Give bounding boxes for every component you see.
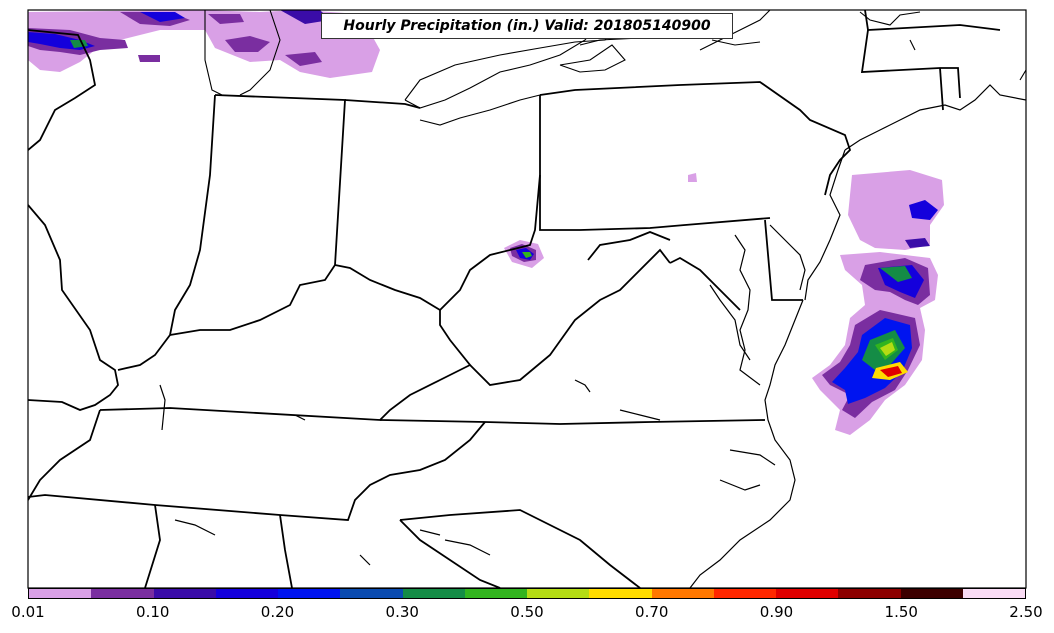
colorbar-segment <box>29 589 92 598</box>
colorbar-tick-label: 0.90 <box>759 603 794 621</box>
colorbar-tick-label: 2.50 <box>1009 603 1043 621</box>
colorbar-segment <box>91 589 154 598</box>
colorbar-segment <box>838 589 901 598</box>
colorbar-tick-label: 1.50 <box>884 603 918 621</box>
map-background <box>28 10 1026 588</box>
precip-blob-ohio-valley <box>504 240 544 268</box>
colorbar-segment <box>402 589 465 598</box>
colorbar-segment <box>215 589 278 598</box>
colorbar-segment <box>713 589 776 598</box>
east-coastline <box>159 84 1026 588</box>
colorbar-segment <box>153 589 216 598</box>
colorbar-tick-label: 0.20 <box>260 603 295 621</box>
state-borders <box>28 10 1001 588</box>
precip-northwest <box>28 10 380 78</box>
colorbar-segment <box>651 589 714 598</box>
colorbar-segment <box>527 589 590 598</box>
colorbar-tick-label: 0.30 <box>385 603 419 621</box>
colorbar-tick-label: 0.10 <box>136 603 170 621</box>
colorbar-segment <box>589 589 652 598</box>
precipitation-colorbar <box>28 588 1026 599</box>
colorbar-tick-label: 0.01 <box>11 603 45 621</box>
colorbar-tick-label: 0.50 <box>510 603 544 621</box>
colorbar-segment <box>776 589 839 598</box>
precip-band-offshore <box>688 170 944 435</box>
colorbar-segment <box>340 589 403 598</box>
colorbar-segment <box>464 589 527 598</box>
map-title: Hourly Precipitation (in.) Valid: 201805… <box>321 13 733 39</box>
colorbar-segment <box>278 589 341 598</box>
colorbar-segment <box>962 589 1025 598</box>
colorbar-segment <box>900 589 963 598</box>
colorbar-tick-label: 0.70 <box>635 603 669 621</box>
